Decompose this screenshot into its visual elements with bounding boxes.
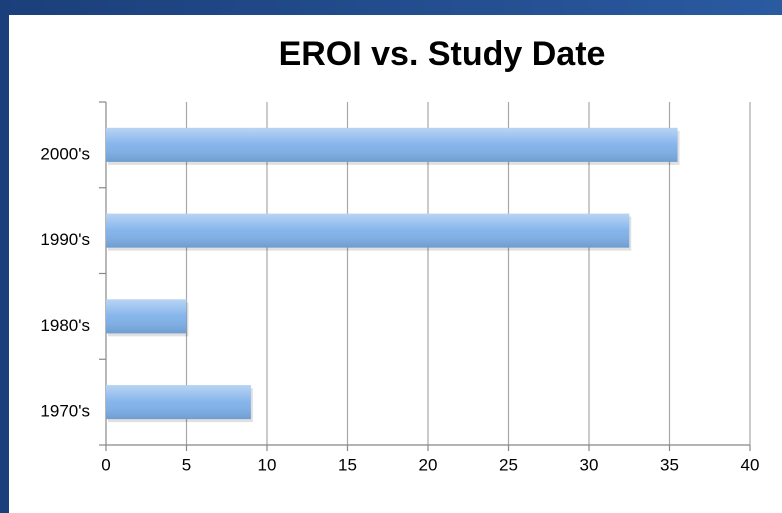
x-tick-label: 5 — [182, 455, 191, 474]
x-tick-label: 25 — [499, 455, 518, 474]
y-tick-label: 2000's — [40, 144, 90, 163]
x-tick-label: 40 — [741, 455, 760, 474]
x-tick-label: 20 — [419, 455, 438, 474]
x-tick-label: 35 — [660, 455, 679, 474]
x-tick-label: 30 — [580, 455, 599, 474]
y-tick-label: 1980's — [40, 316, 90, 335]
bar-shine — [106, 385, 251, 420]
chart-title: EROI vs. Study Date — [279, 35, 606, 73]
x-tick-label: 15 — [338, 455, 357, 474]
y-tick-label: 1970's — [40, 402, 90, 421]
y-tick-label: 1990's — [40, 230, 90, 249]
plot-panel — [9, 15, 782, 513]
bar-shine — [106, 213, 630, 248]
x-tick-label: 0 — [101, 455, 110, 474]
bar-shine — [106, 127, 678, 162]
x-tick-label: 10 — [258, 455, 277, 474]
bar-shine — [106, 299, 187, 334]
